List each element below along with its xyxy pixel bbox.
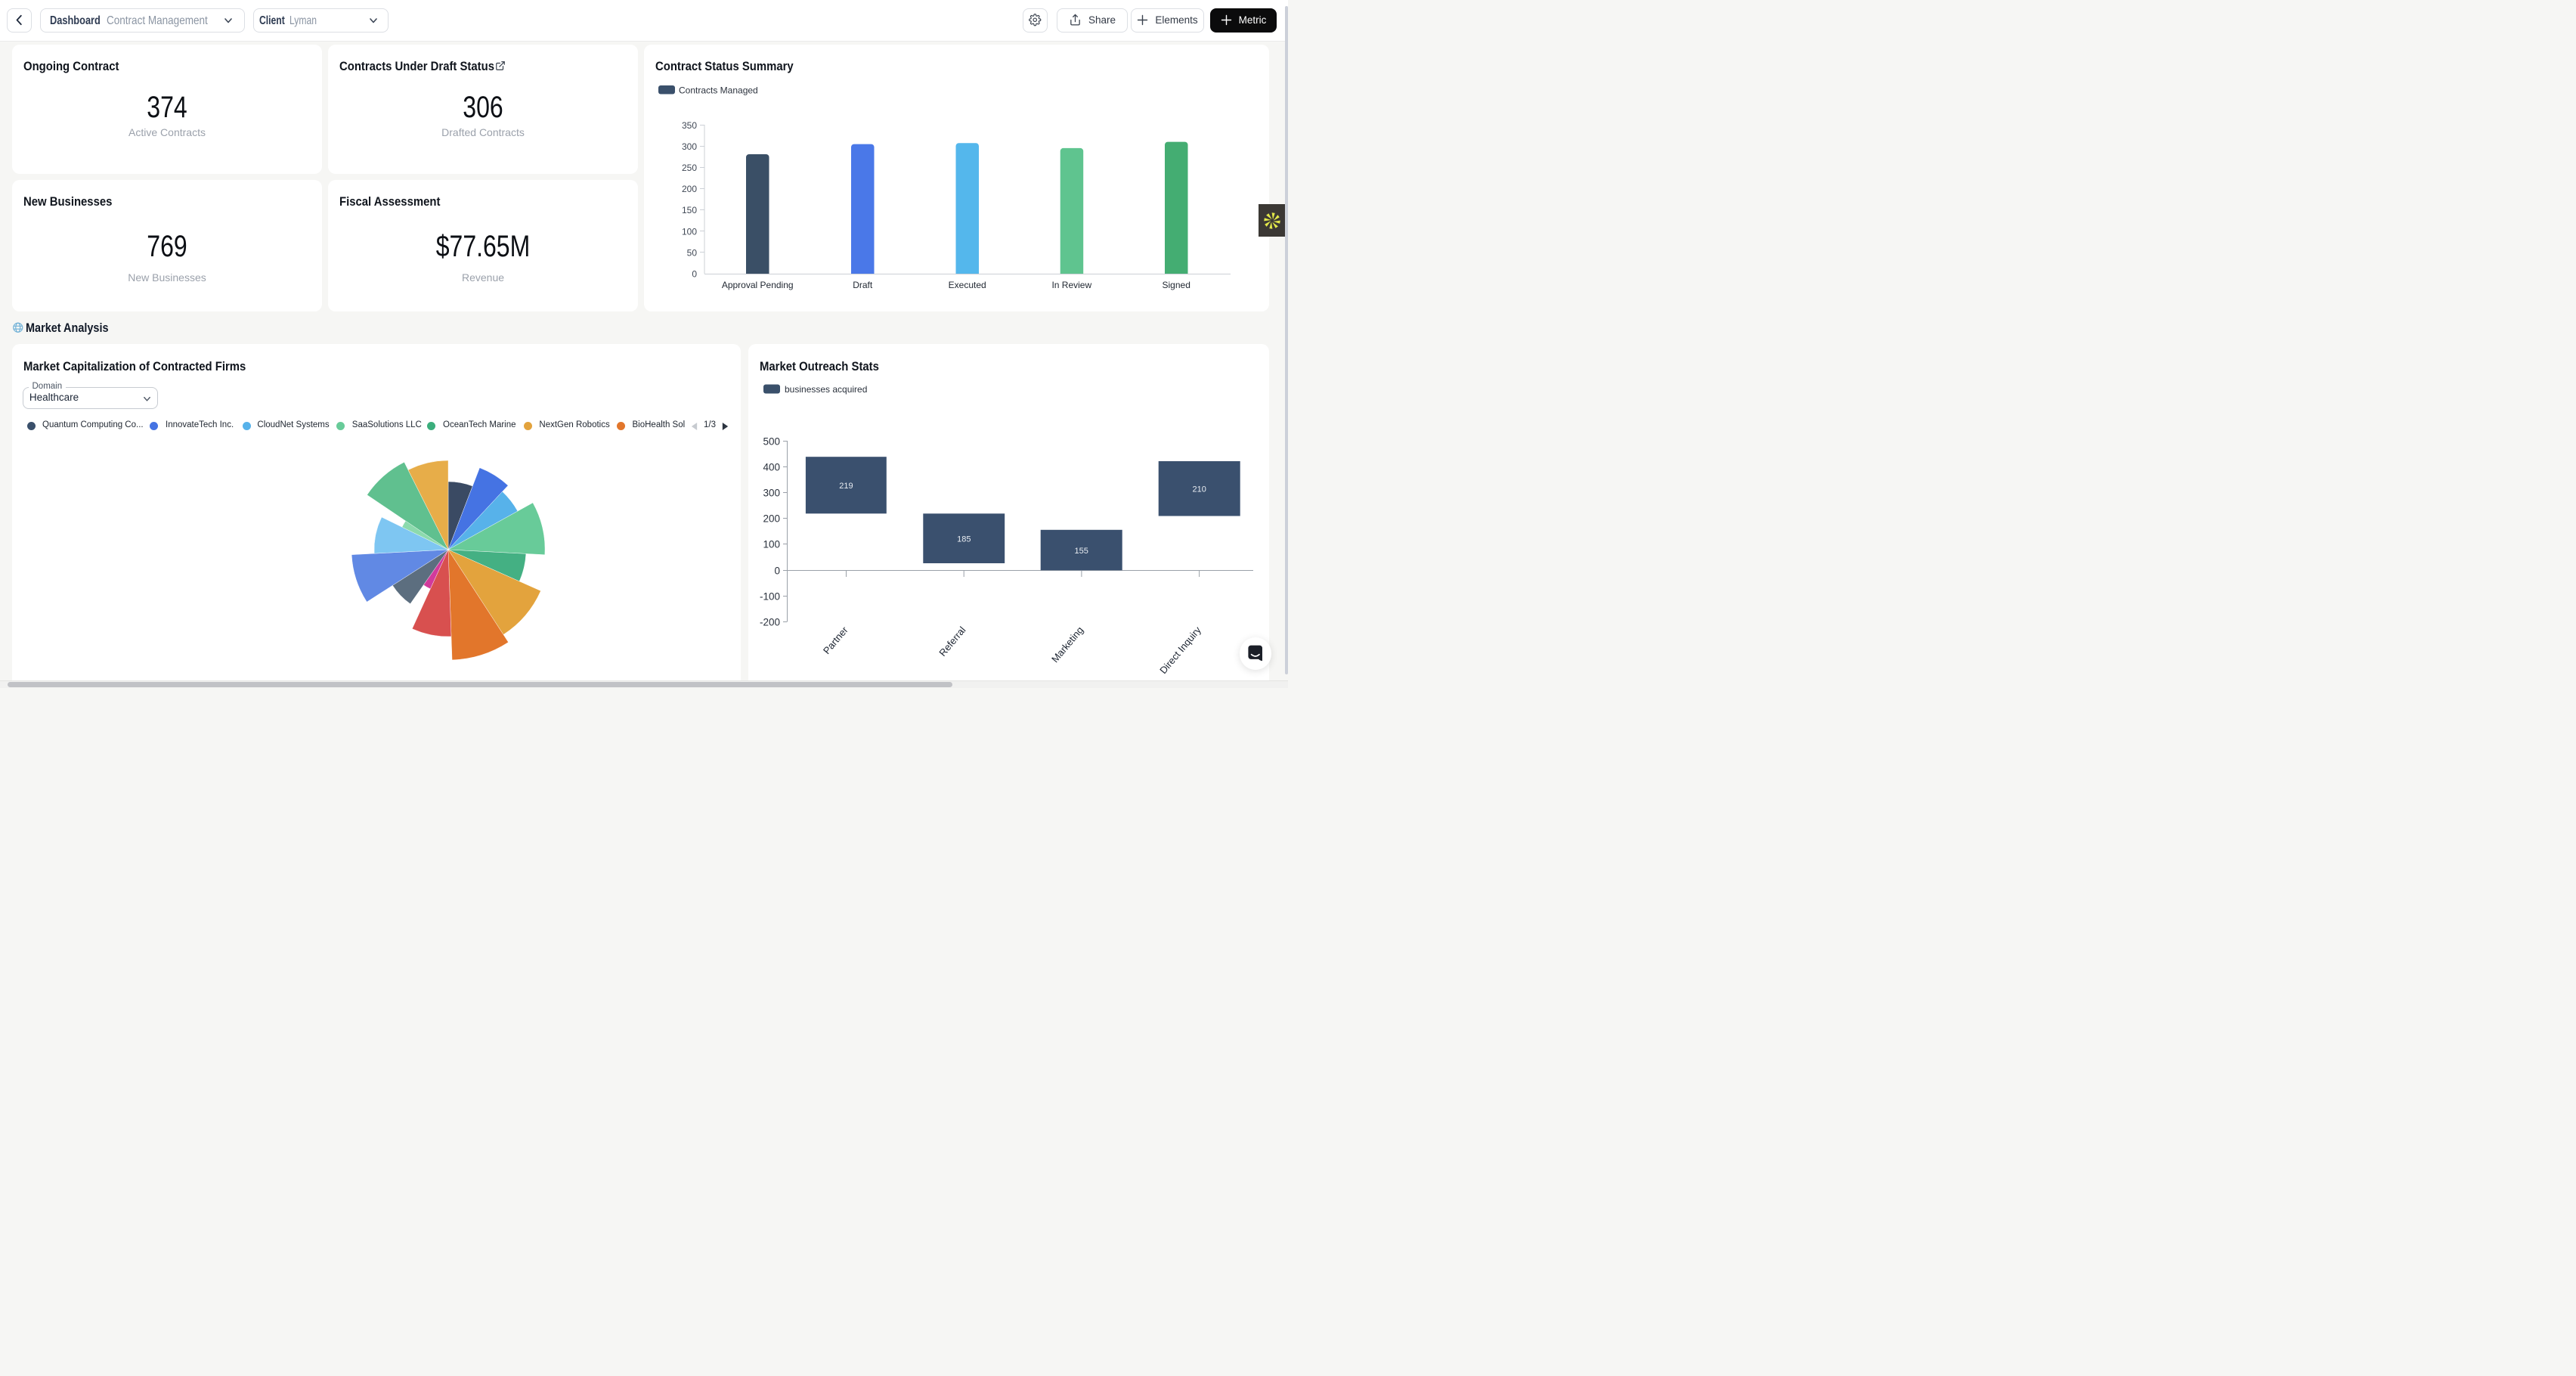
svg-text:155: 155 (1075, 547, 1088, 556)
svg-text:-100: -100 (760, 591, 780, 603)
svg-text:400: 400 (763, 462, 780, 473)
svg-text:In Review: In Review (1051, 280, 1091, 290)
svg-text:200: 200 (682, 184, 697, 194)
svg-text:Marketing: Marketing (1049, 624, 1085, 665)
svg-text:50: 50 (687, 247, 698, 258)
svg-text:Partner: Partner (821, 624, 850, 656)
svg-text:Approval Pending: Approval Pending (722, 280, 794, 290)
svg-text:Direct Inquiry: Direct Inquiry (1157, 624, 1203, 676)
svg-text:0: 0 (774, 566, 780, 577)
svg-text:Draft: Draft (853, 280, 873, 290)
svg-text:350: 350 (682, 120, 697, 131)
svg-text:100: 100 (763, 539, 780, 550)
svg-text:businesses acquired: businesses acquired (785, 384, 867, 395)
svg-text:200: 200 (763, 513, 780, 525)
svg-text:219: 219 (839, 482, 853, 491)
svg-text:185: 185 (957, 535, 971, 544)
svg-text:150: 150 (682, 205, 697, 215)
svg-text:0: 0 (692, 269, 697, 280)
svg-text:250: 250 (682, 163, 697, 173)
svg-text:300: 300 (682, 141, 697, 152)
svg-text:100: 100 (682, 226, 697, 237)
svg-text:500: 500 (763, 436, 780, 448)
svg-text:300: 300 (763, 488, 780, 499)
svg-text:Executed: Executed (949, 280, 986, 290)
svg-text:-200: -200 (760, 617, 780, 628)
svg-text:Contracts Managed: Contracts Managed (679, 85, 758, 96)
svg-text:210: 210 (1193, 485, 1206, 494)
svg-text:Referral: Referral (937, 624, 968, 659)
svg-text:Signed: Signed (1163, 280, 1190, 290)
